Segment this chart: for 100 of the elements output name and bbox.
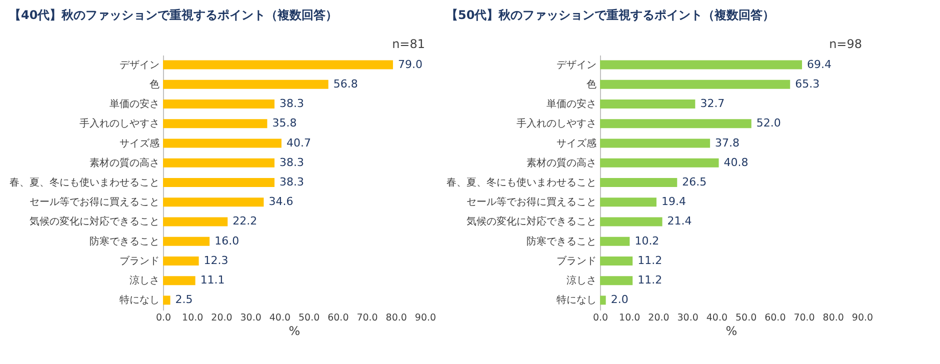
bar [600, 119, 752, 128]
bar [163, 236, 210, 246]
chart-title: 【40代】秋のファッションで重視するポイント（複数回答） [9, 8, 338, 22]
x-tick-label: 20.0 [211, 312, 232, 324]
y-tick-label: サイズ感 [556, 137, 596, 150]
bar [600, 178, 678, 187]
x-tick-label: 30.0 [677, 312, 698, 324]
bar [600, 236, 630, 246]
data-label: 34.6 [268, 195, 294, 208]
data-label: 38.3 [279, 97, 304, 110]
data-label: 11.1 [200, 274, 225, 287]
y-tick-label: 素材の質の高さ [90, 156, 160, 169]
y-tick-label: セール等でお得に買えること [30, 196, 160, 208]
bar [600, 60, 802, 70]
x-tick-label: 0.0 [592, 312, 608, 324]
data-label: 19.4 [661, 195, 686, 208]
y-tick-label: 手入れのしやすさ [516, 118, 596, 130]
text: n=98 [829, 37, 862, 51]
bar [163, 276, 196, 286]
x-tick-label: 80.0 [386, 312, 407, 324]
data-label: 35.8 [272, 116, 297, 130]
y-tick-label: 特になし [120, 294, 160, 306]
y-tick-label: デザイン [120, 60, 160, 71]
bar [600, 198, 656, 207]
bar [163, 138, 282, 148]
y-tick-label: 春、夏、冬にも使いまわせること [446, 176, 596, 188]
bar [600, 217, 662, 226]
x-tick-label: 90.0 [414, 312, 436, 324]
x-tick-label: 40.0 [706, 312, 728, 324]
x-axis-title: % [288, 324, 300, 338]
x-tick-label: 10.0 [619, 312, 640, 324]
y-tick-label: ブランド [120, 254, 160, 267]
data-label: 79.0 [398, 58, 422, 71]
data-label: 11.2 [638, 274, 662, 287]
data-label: 69.4 [807, 58, 832, 71]
y-tick-label: セール等でお得に買えること [466, 196, 596, 208]
y-tick-label: 気候の変化に対応できること [30, 216, 160, 228]
data-label: 10.2 [634, 234, 660, 248]
x-tick-label: 10.0 [182, 312, 204, 324]
y-tick-label: 素材の質の高さ [526, 156, 596, 169]
data-label: 40.7 [286, 136, 311, 150]
y-tick-label: 色 [586, 78, 596, 90]
bar [163, 100, 274, 109]
y-tick-label: サイズ感 [120, 137, 160, 150]
bar [600, 296, 606, 305]
y-tick-label: 単価の安さ [546, 98, 596, 110]
y-tick-label: 特になし [556, 294, 596, 306]
bar [600, 138, 710, 148]
data-label: 21.4 [667, 214, 692, 228]
bar [163, 178, 274, 187]
data-label: 38.3 [279, 176, 304, 188]
y-tick-label: 防寒できること [526, 235, 596, 248]
y-tick-label: 手入れのしやすさ [80, 118, 160, 130]
data-label: 22.2 [232, 214, 258, 228]
x-tick-label: 60.0 [764, 312, 786, 324]
bar [600, 158, 719, 168]
bar [163, 217, 228, 226]
data-label: 38.3 [279, 156, 304, 169]
data-label: 11.2 [638, 254, 662, 267]
data-label: 65.3 [795, 77, 820, 90]
y-tick-label: ブランド [556, 254, 596, 267]
y-tick-label: 春、夏、冬にも使いまわせること [10, 176, 160, 188]
y-tick-label: 色 [150, 78, 160, 90]
x-tick-label: 60.0 [328, 312, 349, 324]
data-label: 37.8 [715, 136, 740, 150]
x-tick-label: 20.0 [648, 312, 670, 324]
bar [163, 296, 170, 305]
bar [600, 80, 790, 89]
x-tick-label: 70.0 [356, 312, 378, 324]
y-tick-label: 気候の変化に対応できること [466, 216, 596, 228]
chart-title: 【50代】秋のファッションで重視するポイント（複数回答） [446, 8, 775, 22]
bar [163, 80, 328, 89]
bar [163, 60, 393, 70]
y-tick-label: 防寒できること [90, 235, 160, 248]
x-tick-label: 40.0 [269, 312, 291, 324]
bar [163, 256, 199, 266]
data-label: 2.5 [175, 293, 193, 306]
data-label: 26.5 [682, 176, 707, 188]
text: n=81 [392, 37, 425, 51]
data-label: 12.3 [204, 254, 228, 267]
x-axis-title: % [726, 324, 738, 338]
data-label: 32.7 [700, 97, 725, 110]
bar [600, 276, 633, 286]
bar [163, 198, 264, 207]
data-label: 16.0 [214, 234, 240, 248]
x-tick-label: 0.0 [156, 312, 172, 324]
data-label: 40.8 [724, 156, 748, 169]
bar [163, 158, 274, 168]
y-tick-label: デザイン [556, 60, 596, 71]
data-label: 56.8 [333, 77, 358, 90]
bar [163, 119, 268, 128]
x-tick-label: 30.0 [240, 312, 262, 324]
y-tick-label: 単価の安さ [110, 98, 160, 110]
x-tick-label: 80.0 [822, 312, 844, 324]
data-label: 2.0 [610, 293, 628, 306]
x-tick-label: 70.0 [794, 312, 815, 324]
bar [600, 256, 633, 266]
x-tick-label: 90.0 [852, 312, 874, 324]
y-tick-label: 涼しさ [566, 274, 596, 287]
bar [600, 100, 696, 109]
